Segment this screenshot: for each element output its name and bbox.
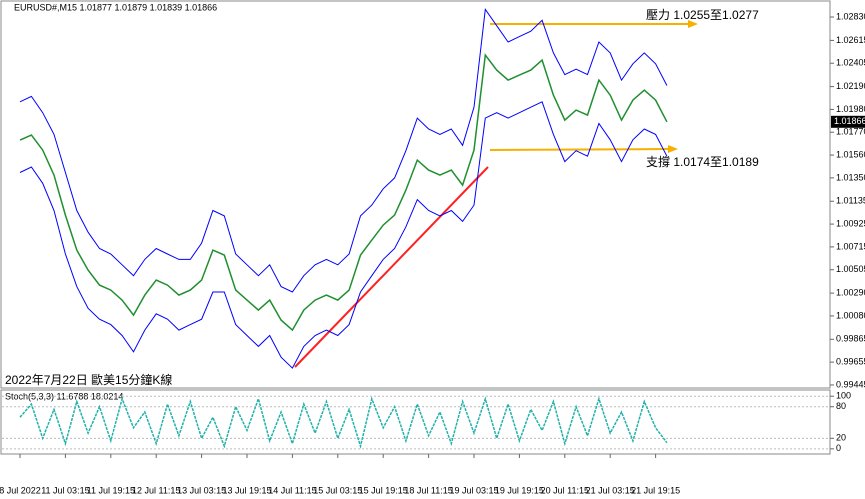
y-tick-label: 20 bbox=[836, 433, 846, 443]
arrow-head bbox=[668, 145, 678, 153]
current-price: 1.01866 bbox=[834, 116, 865, 126]
y-tick-label: 0.99655 bbox=[836, 357, 865, 367]
trend-line bbox=[294, 166, 489, 368]
x-tick-label: 14 Jul 11:15 bbox=[268, 485, 316, 495]
series-line bbox=[19, 53, 668, 332]
y-tick-label: 1.01135 bbox=[836, 196, 865, 206]
x-tick-label: 13 Jul 19:15 bbox=[222, 485, 271, 495]
y-tick-label: 1.01350 bbox=[836, 172, 865, 182]
price-panel bbox=[0, 0, 831, 389]
y-tick-label: 0 bbox=[836, 443, 841, 453]
x-tick-label: 21 Jul 19:15 bbox=[631, 485, 680, 495]
support-line bbox=[489, 148, 671, 151]
x-tick-label: 8 Jul 2022 bbox=[0, 485, 41, 495]
series-line bbox=[19, 8, 668, 293]
y-tick-label: 1.02405 bbox=[836, 58, 865, 68]
stoch-title: Stoch(5,3,3) 11.6788 18.0214 bbox=[5, 391, 123, 401]
annotation: 支撐 1.0174至1.0189 bbox=[646, 155, 759, 169]
x-tick-label: 15 Jul 03:15 bbox=[313, 485, 362, 495]
y-tick-label: 1.01560 bbox=[836, 149, 865, 159]
x-tick-label: 19 Jul 03:15 bbox=[449, 485, 498, 495]
y-tick-label: 1.01980 bbox=[836, 104, 865, 114]
x-tick-label: 15 Jul 19:15 bbox=[359, 485, 408, 495]
x-tick-label: 12 Jul 11:15 bbox=[132, 485, 180, 495]
x-tick-label: 20 Jul 11:15 bbox=[541, 485, 589, 495]
x-tick-label: 11 Jul 03:15 bbox=[41, 485, 89, 495]
y-tick-label: 0.99445 bbox=[836, 379, 865, 389]
x-tick-label: 19 Jul 19:15 bbox=[495, 485, 544, 495]
y-tick-label: 100 bbox=[836, 391, 851, 401]
x-tick-label: 21 Jul 03:15 bbox=[586, 485, 635, 495]
y-tick-label: 1.00715 bbox=[836, 241, 865, 251]
y-tick-label: 1.01770 bbox=[836, 127, 865, 137]
y-tick-label: 1.00290 bbox=[836, 287, 865, 297]
y-tick-label: 1.00925 bbox=[836, 218, 865, 228]
price-label-bg bbox=[831, 115, 865, 128]
arrow-head bbox=[688, 20, 698, 28]
chart-title: EURUSD#,M15 1.01877 1.01879 1.01839 1.01… bbox=[14, 2, 217, 12]
series-line bbox=[19, 101, 668, 369]
y-tick-label: 1.02615 bbox=[836, 35, 865, 45]
stoch-panel bbox=[0, 389, 831, 455]
annotation: 壓力 1.0255至1.0277 bbox=[646, 8, 759, 22]
x-tick-label: 11 Jul 19:15 bbox=[87, 485, 135, 495]
x-tick-label: 18 Jul 11:15 bbox=[404, 485, 452, 495]
annotation: 2022年7月22日 歐美15分鐘K線 bbox=[5, 372, 172, 387]
y-tick-label: 1.00505 bbox=[836, 264, 865, 274]
x-tick-label: 13 Jul 03:15 bbox=[177, 485, 226, 495]
y-tick-label: 80 bbox=[836, 401, 846, 411]
series-line bbox=[19, 396, 668, 450]
y-tick-label: 0.99865 bbox=[836, 334, 865, 344]
y-tick-label: 1.02190 bbox=[836, 81, 865, 91]
y-tick-label: 1.02830 bbox=[836, 11, 865, 21]
